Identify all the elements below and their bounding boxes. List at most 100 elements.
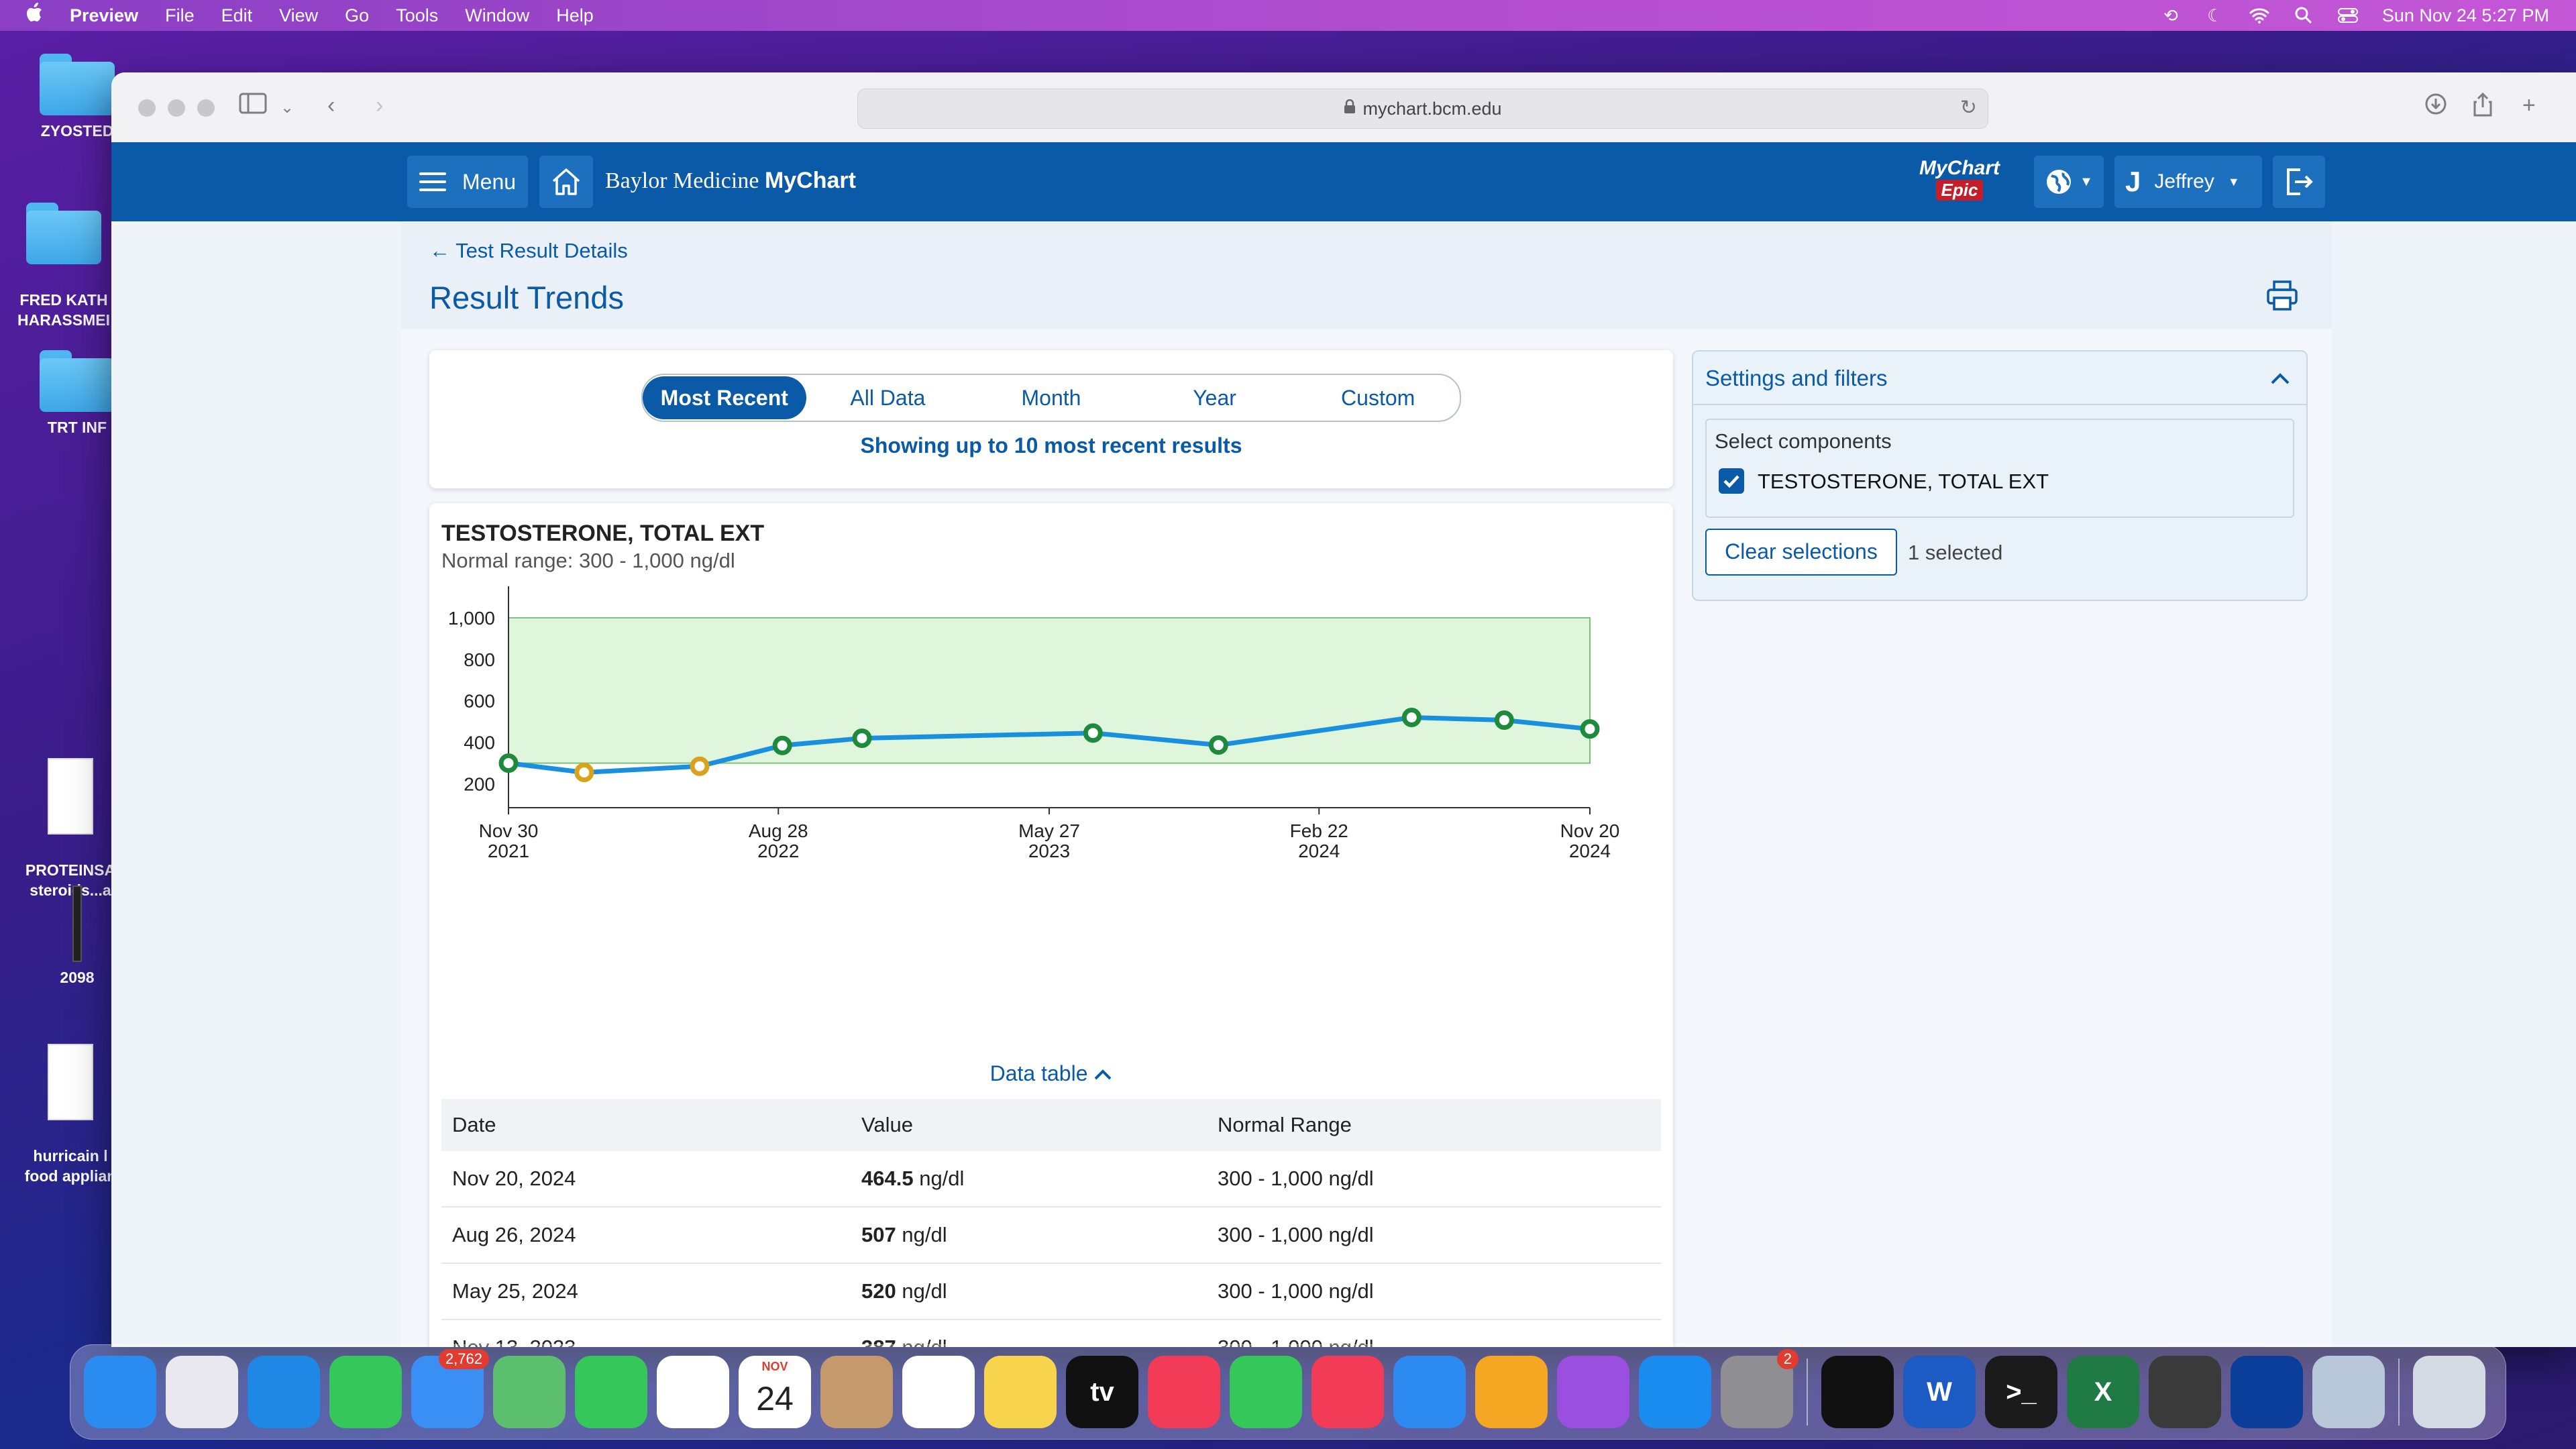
dock-app-word[interactable]: W (1903, 1356, 1976, 1428)
dock-app-photos[interactable] (657, 1356, 729, 1428)
page-title-area: ← Test Result Details Result Trends (401, 221, 2332, 329)
select-components-label: Select components (1715, 429, 1892, 453)
dock-app-podcasts[interactable] (1557, 1356, 1629, 1428)
x-tick-label: 2022 (757, 841, 799, 861)
dock-app-mail[interactable]: 2,762 (411, 1349, 489, 1428)
menu-file[interactable]: File (165, 5, 195, 25)
print-icon[interactable] (2266, 280, 2298, 315)
dock-app-notes[interactable] (984, 1356, 1057, 1428)
dock-app-launchpad[interactable] (166, 1356, 238, 1428)
menu-app-preview[interactable]: Preview (70, 5, 139, 25)
home-button[interactable] (539, 156, 593, 208)
desktop-file-hurricain[interactable]: hurricain l food applian (13, 1024, 127, 1206)
wifi-icon[interactable] (2249, 5, 2269, 25)
component-checkbox-label[interactable]: TESTOSTERONE, TOTAL EXT (1758, 470, 2049, 493)
logout-button[interactable] (2273, 156, 2325, 208)
time-machine-icon[interactable]: ⟲ (2163, 5, 2178, 25)
dock-app-printer[interactable] (2149, 1356, 2221, 1428)
cell-date: Aug 26, 2024 (441, 1207, 851, 1264)
new-tab-icon[interactable]: + (2522, 93, 2536, 118)
apple-menu-icon[interactable] (25, 3, 46, 28)
dock-app-calendar[interactable]: NOV 24 (739, 1356, 811, 1428)
desktop-folder-zyosted[interactable]: ZYOSTED (20, 54, 134, 141)
reload-icon[interactable]: ↻ (1960, 97, 1977, 119)
brand-name[interactable]: Baylor Medicine MyChart (605, 168, 856, 194)
range-option-most-recent[interactable]: Most Recent (643, 376, 806, 419)
settings-title: Settings and filters (1705, 366, 1888, 390)
forward-arrow-icon[interactable]: › (376, 93, 384, 118)
zoom-window-icon[interactable] (197, 99, 215, 117)
chevron-down-icon[interactable]: ⌄ (280, 99, 294, 117)
dock-app-messages[interactable] (329, 1356, 402, 1428)
dock-app-terminal[interactable]: >_ (1985, 1356, 2057, 1428)
desktop-folder-trt[interactable]: TRT INF (20, 350, 134, 437)
dock-app-contacts[interactable] (820, 1356, 893, 1428)
x-tick-label: Nov 20 (1560, 820, 1620, 841)
dock-app-maps[interactable] (493, 1356, 566, 1428)
language-button[interactable]: ▼ (2034, 156, 2104, 208)
focus-moon-icon[interactable]: ☾ (2207, 5, 2223, 25)
dock-app-app-store[interactable] (1639, 1356, 1711, 1428)
dock-app-reminders[interactable] (902, 1356, 975, 1428)
dock-app-webex[interactable] (2231, 1356, 2303, 1428)
range-option-month[interactable]: Month (1021, 385, 1081, 410)
column-header-normal-range: Normal Range (1207, 1099, 1661, 1151)
address-bar[interactable]: mychart.bcm.edu ↻ (857, 89, 1988, 129)
range-option-custom[interactable]: Custom (1341, 385, 1415, 410)
window-controls (138, 99, 215, 117)
clear-selections-button[interactable]: Clear selections (1705, 529, 1897, 576)
close-window-icon[interactable] (138, 99, 156, 117)
back-arrow-icon[interactable]: ‹ (327, 93, 335, 118)
desktop-file-2098[interactable]: 2098 (20, 885, 134, 987)
dock-app-news[interactable] (1311, 1356, 1384, 1428)
dock-app-system-settings[interactable]: 2 (1721, 1349, 1799, 1428)
cell-date: Nov 20, 2024 (441, 1151, 851, 1208)
menu-help[interactable]: Help (556, 5, 594, 25)
data-table-toggle[interactable]: Data table (429, 1061, 1673, 1086)
data-point (574, 763, 594, 783)
dock-app-numbers[interactable] (1230, 1356, 1302, 1428)
dock-app-finder[interactable] (84, 1356, 156, 1428)
minimize-window-icon[interactable] (168, 99, 185, 117)
dock-app-safari[interactable] (248, 1356, 320, 1428)
control-center-icon[interactable] (2337, 5, 2358, 25)
range-option-year[interactable]: Year (1193, 385, 1236, 410)
dock-app-music[interactable] (1148, 1356, 1220, 1428)
menu-window[interactable]: Window (465, 5, 530, 25)
page-title: Result Trends (429, 280, 624, 315)
dock-separator (1807, 1358, 1808, 1426)
downloads-icon[interactable] (2424, 93, 2447, 121)
cell-value-unit: ng/dl (902, 1279, 947, 1303)
spotlight-search-icon[interactable] (2294, 5, 2314, 25)
menu-tools[interactable]: Tools (396, 5, 439, 25)
menu-view[interactable]: View (279, 5, 319, 25)
menu-go[interactable]: Go (345, 5, 370, 25)
menu-clock[interactable]: Sun Nov 24 5:27 PM (2381, 5, 2549, 25)
desktop-file-proteins[interactable]: PROTEINSA steroids...a (13, 738, 127, 920)
document-thumbnail-icon (72, 885, 82, 962)
dock-app-tv[interactable]: tv (1066, 1356, 1138, 1428)
settings-header[interactable]: Settings and filters (1693, 352, 2306, 405)
menu-edit[interactable]: Edit (221, 5, 253, 25)
dock-app-facetime[interactable] (575, 1356, 647, 1428)
sidebar-toggle-icon[interactable] (239, 93, 267, 120)
normal-range-band (508, 616, 1591, 764)
component-checkbox[interactable] (1719, 468, 1744, 494)
user-menu-button[interactable]: J Jeffrey ▼ (2114, 156, 2262, 208)
dock-app-prompt[interactable] (1821, 1356, 1894, 1428)
back-link[interactable]: ← Test Result Details (429, 239, 628, 263)
checkmark-icon (1723, 475, 1739, 488)
share-icon[interactable] (2473, 92, 2493, 123)
menu-button[interactable]: Menu (407, 156, 528, 208)
component-normal-range: Normal range: 300 - 1,000 ng/dl (441, 549, 735, 572)
dock-app-excel[interactable]: X (2067, 1356, 2139, 1428)
desktop-folder-fred-kath[interactable]: FRED KATH HARASSMEI (7, 182, 121, 350)
dock-app-pages[interactable] (1475, 1356, 1548, 1428)
dock-app-preview[interactable] (2312, 1356, 2385, 1428)
table-row: Nov 13, 2023 387 ng/dl 300 - 1,000 ng/dl (441, 1320, 1661, 1347)
dock-app-trash[interactable] (2413, 1356, 2485, 1428)
range-option-all-data[interactable]: All Data (850, 385, 926, 410)
cell-range: 300 - 1,000 ng/dl (1207, 1207, 1661, 1264)
dock-app-keynote[interactable] (1393, 1356, 1466, 1428)
